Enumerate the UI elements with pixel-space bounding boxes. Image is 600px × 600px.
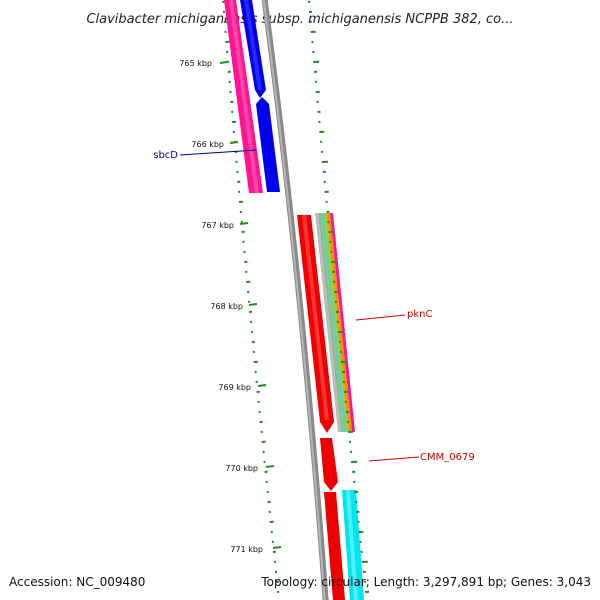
gene-sbcD bbox=[256, 97, 280, 192]
feature-pknC-stack bbox=[330, 213, 355, 432]
accession-text: Accession: NC_009480 bbox=[9, 575, 145, 589]
tick-label-770: 770 kbp bbox=[225, 464, 258, 473]
tick-767 bbox=[239, 222, 249, 225]
genome-backbone-highlight bbox=[262, 0, 326, 600]
gc-track-inner bbox=[222, 0, 280, 593]
leader-CMM_0679 bbox=[368, 456, 420, 462]
scale-ticks: 765 kbp 766 kbp 767 kbp 768 kbp 769 kbp … bbox=[179, 59, 282, 554]
gene-label-CMM_0679[interactable]: CMM_0679 bbox=[420, 452, 475, 463]
tick-766 bbox=[229, 141, 239, 144]
tick-770 bbox=[265, 465, 275, 468]
gene-red-2 bbox=[320, 438, 338, 491]
gc-track-outer bbox=[308, 0, 370, 593]
tick-label-769: 769 kbp bbox=[218, 383, 251, 392]
leader-sbcD bbox=[179, 149, 257, 156]
leader-pknC bbox=[355, 314, 406, 321]
tick-765 bbox=[219, 61, 228, 64]
tick-label-767: 767 kbp bbox=[201, 221, 234, 230]
tick-label-771: 771 kbp bbox=[230, 545, 263, 554]
tick-label-766: 766 kbp bbox=[191, 140, 224, 149]
gene-label-sbcD[interactable]: sbcD bbox=[153, 150, 178, 161]
tick-768 bbox=[248, 303, 258, 306]
tick-label-768: 768 kbp bbox=[210, 302, 243, 311]
gene-red-3 bbox=[324, 492, 345, 600]
map-title: Clavibacter michiganensis subsp. michiga… bbox=[86, 12, 513, 27]
tick-769 bbox=[257, 384, 267, 387]
genome-summary-text: Topology: circular; Length: 3,297,891 bp… bbox=[260, 575, 591, 589]
tick-label-765: 765 kbp bbox=[179, 59, 212, 68]
tick-771 bbox=[272, 546, 282, 549]
gene-label-pknC[interactable]: pknC bbox=[407, 309, 432, 320]
